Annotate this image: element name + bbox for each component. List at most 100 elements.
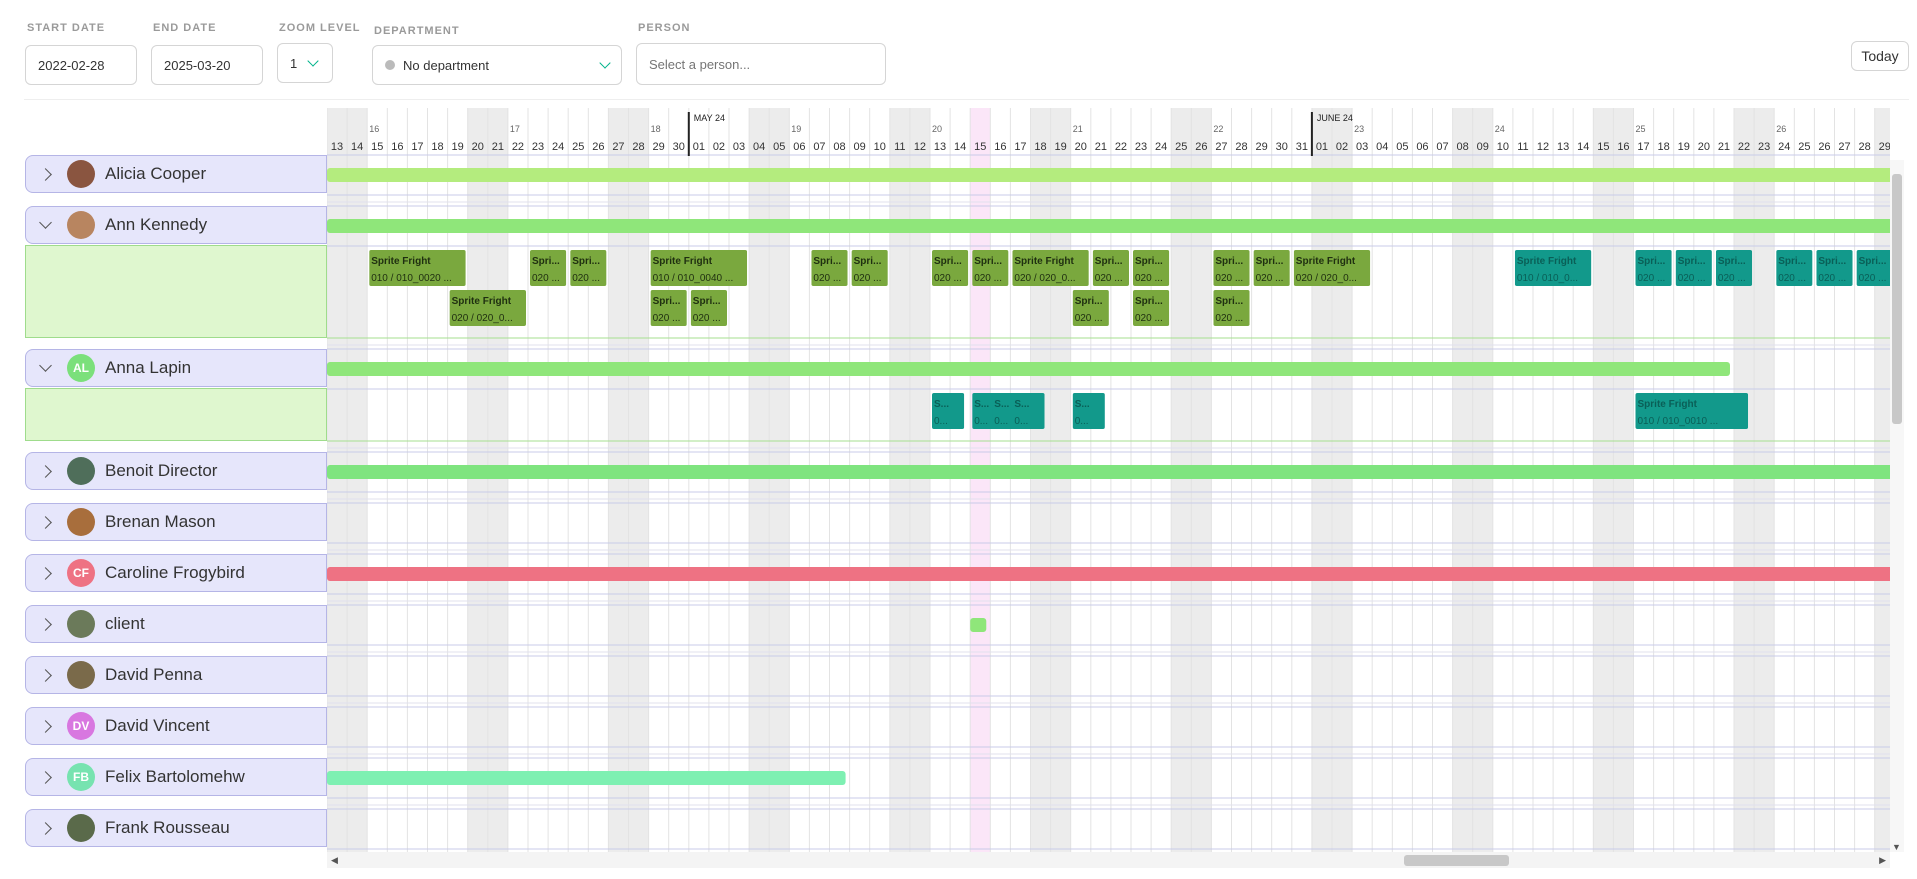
task-block[interactable]: Spri... 020 ... <box>690 290 727 326</box>
person-row[interactable]: Brenan Mason <box>25 503 327 541</box>
task-block[interactable]: Sprite Fright 010 / 010_0010 ... <box>1635 393 1749 429</box>
task-block[interactable]: Spri... 020 ... <box>1675 250 1712 286</box>
week-number: 17 <box>510 124 520 134</box>
person-row[interactable]: Benoit Director <box>25 452 327 490</box>
task-block[interactable]: Spri... 020 ... <box>530 250 567 286</box>
horizontal-scroll-thumb[interactable] <box>1404 855 1509 866</box>
task-block[interactable]: Spri... 020 ... <box>932 250 969 286</box>
weekend-column <box>628 108 649 852</box>
weekend-column <box>1472 108 1493 852</box>
task-block[interactable]: S... 0... <box>1072 393 1105 429</box>
horizontal-scrollbar[interactable]: ◀ ▶ <box>327 852 1890 868</box>
start-date-field[interactable]: 2022-02-28 <box>25 45 137 85</box>
today-button[interactable]: Today <box>1851 41 1909 71</box>
task-subtitle: 010 / 010_0010 ... <box>1638 416 1719 427</box>
task-title: Sprite Fright <box>1296 256 1356 267</box>
task-block[interactable]: Spri... 020 ... <box>650 290 687 326</box>
task-title: Spri... <box>532 256 560 267</box>
task-block[interactable]: S... 0... <box>1012 393 1045 429</box>
chevron-right-icon[interactable] <box>39 617 52 631</box>
person-row[interactable]: Ann Kennedy <box>25 206 327 244</box>
person-row[interactable]: Alicia Cooper <box>25 155 327 193</box>
task-title: Spri... <box>693 296 721 307</box>
task-block[interactable]: Spri... 020 ... <box>1133 290 1170 326</box>
task-block[interactable]: Spri... 020 ... <box>851 250 888 286</box>
timeline-grid[interactable]: 16 17 18 19 20 21 22 23 24 25 26 MAY 24 JUNE 24 13 14 1… <box>327 108 1890 852</box>
task-title: S... <box>974 399 989 410</box>
task-block[interactable]: S... 0... <box>932 393 965 429</box>
avatar: CF <box>67 559 95 587</box>
task-title: Spri... <box>1135 296 1163 307</box>
person-row[interactable]: CF Caroline Frogybird <box>25 554 327 592</box>
task-block[interactable]: Spri... 020 ... <box>570 250 607 286</box>
person-name: Benoit Director <box>105 461 218 480</box>
vertical-scrollbar[interactable]: ▼ <box>1890 160 1904 852</box>
chevron-right-icon[interactable] <box>39 821 52 835</box>
scroll-left-icon[interactable]: ◀ <box>331 855 338 865</box>
start-date-value: 2022-02-28 <box>38 57 105 73</box>
avatar: FB <box>67 763 95 791</box>
task-block[interactable]: Spri... 020 ... <box>1213 290 1250 326</box>
avatar: AL <box>67 354 95 382</box>
person-row[interactable]: FB Felix Bartolomehw <box>25 758 327 796</box>
chevron-right-icon[interactable] <box>39 719 52 733</box>
task-subtitle: 020 / 020_0... <box>1296 273 1357 284</box>
task-block[interactable]: Spri... 020 ... <box>972 250 1009 286</box>
task-subtitle: 020 ... <box>1095 273 1123 284</box>
scroll-down-icon[interactable]: ▼ <box>1892 842 1901 852</box>
task-block[interactable]: Spri... 020 ... <box>1635 250 1672 286</box>
person-row[interactable]: David Penna <box>25 656 327 694</box>
task-subtitle: 020 ... <box>572 273 600 284</box>
task-block[interactable]: Spri... 020 ... <box>1816 250 1853 286</box>
task-block[interactable]: Spri... 020 ... <box>1715 250 1753 286</box>
task-block[interactable]: Sprite Fright 020 / 020_0... <box>449 290 526 326</box>
scroll-right-icon[interactable]: ▶ <box>1879 855 1886 865</box>
zoom-level-value: 1 <box>290 55 298 71</box>
task-block[interactable]: Sprite Fright 010 / 010_0020 ... <box>369 250 466 286</box>
avatar <box>67 508 95 536</box>
person-row[interactable]: Frank Rousseau <box>25 809 327 847</box>
day-label: 02 <box>1336 141 1348 153</box>
chevron-right-icon[interactable] <box>39 770 52 784</box>
task-block[interactable]: Spri... 020 ... <box>1856 250 1890 286</box>
person-row[interactable]: DV David Vincent <box>25 707 327 745</box>
chevron-right-icon[interactable] <box>39 566 52 580</box>
task-block[interactable]: Sprite Fright 020 / 020_0... <box>1012 250 1089 286</box>
task-subtitle: 020 ... <box>1215 313 1243 324</box>
task-title: Spri... <box>1095 256 1123 267</box>
day-label: 15 <box>974 141 986 153</box>
person-row[interactable]: AL Anna Lapin <box>25 349 327 387</box>
task-block[interactable]: Spri... 020 ... <box>1253 250 1290 286</box>
weekend-column <box>327 108 348 852</box>
task-block[interactable]: Spri... 020 ... <box>811 250 848 286</box>
task-block[interactable]: Spri... 020 ... <box>1133 250 1170 286</box>
task-block[interactable]: Sprite Fright 020 / 020_0... <box>1293 250 1371 286</box>
task-block[interactable]: Spri... 020 ... <box>1213 250 1250 286</box>
task-block[interactable]: Spri... 020 ... <box>1776 250 1813 286</box>
start-date-label: START DATE <box>27 22 106 34</box>
person-row[interactable]: client <box>25 605 327 643</box>
chevron-down-icon[interactable] <box>39 359 52 372</box>
task-block[interactable]: Spri... 020 ... <box>1092 250 1129 286</box>
chevron-right-icon[interactable] <box>39 167 52 181</box>
person-search-input[interactable] <box>636 43 886 85</box>
task-subtitle: 020 ... <box>1135 273 1163 284</box>
task-block[interactable]: Sprite Fright 010 / 010_0040 ... <box>650 250 748 286</box>
zoom-level-select[interactable]: 1 <box>277 43 333 83</box>
task-subtitle: 020 ... <box>1859 273 1887 284</box>
end-date-field[interactable]: 2025-03-20 <box>151 45 263 85</box>
department-select[interactable]: No department <box>372 45 622 85</box>
weekend-column <box>1311 108 1332 852</box>
task-block[interactable]: Spri... 020 ... <box>1072 290 1109 326</box>
task-block[interactable]: Sprite Fright 010 / 010_0... <box>1514 250 1592 286</box>
task-subtitle: 020 ... <box>1075 313 1103 324</box>
task-box <box>1072 290 1109 326</box>
vertical-scroll-thumb[interactable] <box>1892 174 1902 424</box>
chevron-right-icon[interactable] <box>39 668 52 682</box>
day-label: 22 <box>1115 141 1127 153</box>
weekend-column <box>1734 108 1755 852</box>
task-subtitle: 0... <box>1014 416 1028 427</box>
chevron-down-icon[interactable] <box>39 216 52 229</box>
chevron-right-icon[interactable] <box>39 464 52 478</box>
chevron-right-icon[interactable] <box>39 515 52 529</box>
